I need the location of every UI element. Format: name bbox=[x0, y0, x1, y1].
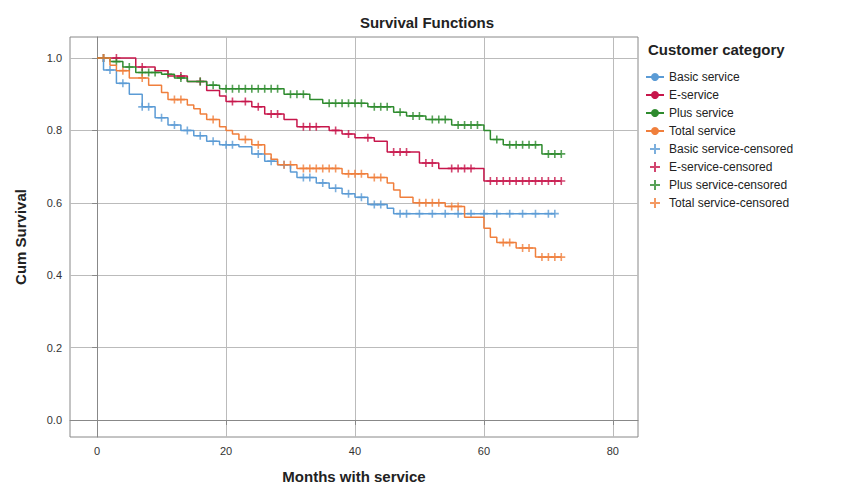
svg-text:E-service: E-service bbox=[669, 88, 719, 102]
svg-text:Total service-censored: Total service-censored bbox=[669, 196, 789, 210]
svg-text:1.0: 1.0 bbox=[47, 52, 62, 64]
svg-text:Plus service: Plus service bbox=[669, 106, 734, 120]
svg-text:Months with service: Months with service bbox=[282, 468, 425, 485]
svg-text:0.8: 0.8 bbox=[47, 124, 62, 136]
svg-text:Cum Survival: Cum Survival bbox=[12, 189, 29, 285]
svg-text:0: 0 bbox=[94, 445, 100, 457]
svg-text:20: 20 bbox=[220, 445, 232, 457]
svg-text:Basic service: Basic service bbox=[669, 70, 740, 84]
svg-text:80: 80 bbox=[607, 445, 619, 457]
svg-text:Customer category: Customer category bbox=[648, 41, 785, 58]
svg-text:Total service: Total service bbox=[669, 124, 736, 138]
svg-text:0.2: 0.2 bbox=[47, 342, 62, 354]
svg-text:E-service-censored: E-service-censored bbox=[669, 160, 772, 174]
svg-text:0.4: 0.4 bbox=[47, 269, 62, 281]
svg-text:Plus service-censored: Plus service-censored bbox=[669, 178, 787, 192]
svg-text:0.6: 0.6 bbox=[47, 197, 62, 209]
svg-text:Basic service-censored: Basic service-censored bbox=[669, 142, 793, 156]
svg-text:40: 40 bbox=[349, 445, 361, 457]
svg-text:0.0: 0.0 bbox=[47, 414, 62, 426]
svg-text:Survival Functions: Survival Functions bbox=[360, 14, 494, 31]
svg-text:60: 60 bbox=[478, 445, 490, 457]
